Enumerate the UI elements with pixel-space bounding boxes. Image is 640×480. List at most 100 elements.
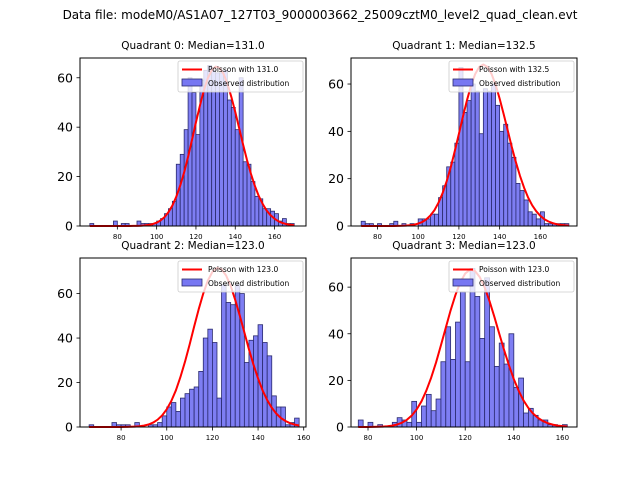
legend-bar-swatch bbox=[452, 78, 474, 87]
histogram-bar bbox=[207, 328, 213, 428]
axes-frame bbox=[350, 57, 578, 227]
histogram-bar bbox=[416, 421, 422, 428]
histogram-bar bbox=[262, 342, 268, 428]
histogram-bar bbox=[435, 398, 442, 428]
histogram-bar bbox=[498, 342, 505, 428]
histogram-bar bbox=[221, 284, 227, 428]
x-tick-label: 100 bbox=[412, 233, 425, 241]
histogram-bar bbox=[474, 296, 481, 428]
subplot-title: Quadrant 3: Median=123.0 bbox=[392, 240, 535, 252]
histogram-bar bbox=[280, 406, 286, 428]
histogram-bar bbox=[253, 335, 259, 428]
y-tick-label: 20 bbox=[57, 169, 73, 184]
subplot-quadrant-2: Quadrant 2: Median=123.0 80 100 120 140 160 0 2… bbox=[57, 240, 310, 442]
legend-label-poisson: Poisson with 131.0 bbox=[208, 65, 278, 74]
histogram-bar bbox=[198, 371, 204, 428]
histogram-bar bbox=[440, 361, 447, 428]
x-tick-label: 140 bbox=[251, 434, 264, 442]
legend: Poisson with 123.0 Observed distribution bbox=[448, 260, 575, 293]
histogram-bar bbox=[503, 363, 510, 428]
histogram-bar bbox=[523, 199, 529, 227]
x-tick-label: 140 bbox=[493, 233, 506, 241]
legend-label-observed: Observed distribution bbox=[479, 79, 560, 88]
histogram-bar bbox=[511, 156, 517, 227]
histogram-bar bbox=[462, 112, 468, 227]
legend-box bbox=[177, 60, 304, 93]
x-tick-label: 80 bbox=[117, 434, 126, 442]
histogram-bar bbox=[470, 83, 476, 227]
histogram-bar bbox=[493, 365, 500, 428]
y-tick-label: 60 bbox=[57, 286, 73, 301]
histogram-bar bbox=[535, 218, 541, 227]
histogram-bar bbox=[421, 405, 427, 428]
x-tick-label: 160 bbox=[534, 233, 547, 241]
histogram-bar bbox=[225, 302, 232, 428]
y-tick-label: 0 bbox=[65, 420, 73, 435]
histogram-bar bbox=[219, 72, 224, 227]
histogram-bar bbox=[489, 326, 495, 428]
y-tick-label: 0 bbox=[336, 219, 344, 234]
histogram-bar bbox=[179, 153, 185, 227]
histogram-bar bbox=[239, 293, 245, 428]
histogram-bar bbox=[157, 422, 163, 428]
y-tick-label: 0 bbox=[336, 420, 344, 435]
subplot-quadrant-0: Quadrant 0: Median=131.0 80 100 120 140 160 0 2… bbox=[57, 40, 307, 241]
histogram-bar bbox=[474, 90, 480, 227]
histogram-bar bbox=[515, 183, 521, 227]
y-tick-label: 20 bbox=[328, 373, 344, 388]
legend-label-observed: Observed distribution bbox=[479, 279, 560, 288]
legend-label-observed: Observed distribution bbox=[208, 279, 289, 288]
legend-label-observed: Observed distribution bbox=[208, 79, 289, 88]
legend-bar-swatch bbox=[181, 78, 203, 87]
y-tick-label: 20 bbox=[328, 171, 344, 186]
legend: Poisson with 131.0 Observed distribution bbox=[177, 60, 304, 93]
subplot-quadrant-3: Quadrant 3: Median=123.0 80 100 120 140 160 0 2… bbox=[328, 240, 578, 442]
histogram-bar bbox=[518, 377, 524, 428]
histogram-bar bbox=[357, 419, 364, 428]
histogram-bar bbox=[195, 134, 201, 227]
histogram-bar bbox=[189, 388, 195, 428]
histogram-bar bbox=[243, 362, 250, 428]
histogram-bar bbox=[508, 333, 515, 428]
legend-box bbox=[448, 260, 575, 293]
subplot-title: Quadrant 1: Median=132.5 bbox=[392, 40, 535, 52]
histogram-bar bbox=[250, 181, 256, 227]
histogram-bar bbox=[454, 142, 460, 227]
x-tick-label: 140 bbox=[229, 233, 242, 241]
x-tick-label: 100 bbox=[160, 434, 173, 442]
y-tick-label: 60 bbox=[57, 70, 73, 85]
x-tick-label: 100 bbox=[410, 434, 423, 442]
histogram-bar bbox=[230, 304, 236, 428]
y-tick-label: 40 bbox=[328, 124, 344, 139]
axes-frame bbox=[79, 257, 307, 428]
histogram-bar bbox=[445, 326, 452, 428]
histogram-bar bbox=[499, 130, 505, 227]
histogram-bar bbox=[459, 291, 466, 428]
figure-suptitle: Data file: modeM0/AS1A07_127T03_90000036… bbox=[62, 8, 578, 22]
histogram-bar bbox=[191, 92, 197, 227]
histogram-bar bbox=[406, 421, 413, 428]
histogram-bar bbox=[513, 386, 520, 428]
histogram-bar bbox=[203, 69, 209, 227]
legend-box bbox=[177, 260, 304, 293]
histogram-bar bbox=[478, 133, 484, 227]
histogram-bar bbox=[223, 69, 228, 227]
histogram-bar bbox=[507, 142, 513, 227]
histogram-bar bbox=[523, 412, 529, 428]
x-tick-label: 140 bbox=[507, 434, 520, 442]
histogram-bar bbox=[479, 338, 486, 428]
histogram-bar bbox=[257, 324, 264, 428]
histogram-bar bbox=[266, 355, 273, 428]
y-tick-label: 20 bbox=[57, 375, 73, 390]
histogram-bar bbox=[430, 410, 437, 428]
histogram-bars bbox=[88, 284, 300, 428]
histogram-bar bbox=[211, 69, 217, 227]
x-tick-label: 80 bbox=[373, 233, 382, 241]
histogram-bar bbox=[230, 107, 236, 227]
subplot-title: Quadrant 2: Median=123.0 bbox=[121, 240, 264, 252]
y-tick-label: 60 bbox=[328, 280, 344, 295]
legend-label-poisson: Poisson with 123.0 bbox=[479, 265, 549, 274]
x-tick-label: 160 bbox=[556, 434, 569, 442]
x-tick-label: 80 bbox=[113, 233, 122, 241]
